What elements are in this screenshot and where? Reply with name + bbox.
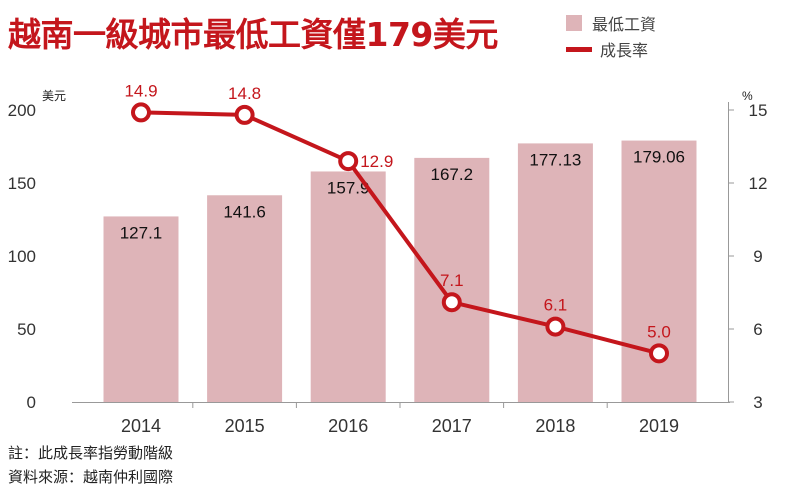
legend-growth-label: 成長率 — [600, 41, 649, 60]
growth-point-2014 — [131, 102, 151, 123]
right-tick-12: 12 — [749, 174, 768, 193]
left-axis-unit: 美元 — [42, 89, 66, 103]
legend-bar-swatch — [566, 15, 582, 31]
note-text: 註：此成長率指勞動階級 — [8, 444, 174, 462]
left-tick-100: 100 — [8, 247, 36, 266]
growth-label-2014: 14.9 — [124, 81, 157, 100]
right-tick-6: 6 — [753, 320, 762, 339]
growth-label-2019: 5.0 — [647, 322, 671, 341]
wage-bar-2018 — [517, 143, 593, 402]
x-tick-2016: 2016 — [328, 416, 368, 436]
right-tick-3: 3 — [753, 393, 762, 412]
x-tick-2014: 2014 — [121, 416, 161, 436]
wage-label-2019: 179.06 — [633, 148, 685, 167]
x-tick-2017: 2017 — [432, 416, 472, 436]
growth-point-2018 — [545, 316, 566, 337]
legend-item-growth: 成長率 — [566, 36, 656, 62]
wage-label-2017: 167.2 — [431, 165, 474, 184]
wage-bar-2017 — [414, 157, 490, 402]
x-tick-2015: 2015 — [225, 416, 265, 436]
wage-bar-2016 — [310, 171, 386, 402]
growth-line — [140, 110, 660, 356]
right-tick-9: 9 — [753, 247, 762, 266]
wage-bar-2015 — [207, 195, 283, 402]
growth-label-2015: 14.8 — [228, 84, 261, 103]
wage-label-2015: 141.6 — [223, 202, 266, 221]
left-tick-50: 50 — [17, 320, 36, 339]
right-tick-15: 15 — [749, 101, 768, 120]
legend-item-wage: 最低工資 — [566, 10, 656, 36]
growth-label-2017: 7.1 — [440, 271, 464, 290]
wage-label-2016: 157.9 — [327, 178, 370, 197]
wage-label-2014: 127.1 — [120, 223, 163, 242]
growth-point-2016 — [338, 151, 359, 172]
source-text: 資料來源：越南仲利國際 — [8, 468, 174, 486]
right-axis-unit: % — [742, 89, 753, 103]
growth-label-2018: 6.1 — [544, 296, 568, 315]
wage-bar-2014 — [103, 216, 179, 402]
growth-point-2017 — [441, 292, 462, 313]
x-tick-2018: 2018 — [535, 416, 575, 436]
legend-wage-label: 最低工資 — [592, 15, 657, 34]
legend: 最低工資 成長率 — [566, 10, 656, 62]
growth-label-2016: 12.9 — [360, 152, 393, 171]
growth-point-2015 — [234, 104, 255, 125]
x-tick-2019: 2019 — [639, 416, 679, 436]
legend-line-swatch — [566, 46, 592, 52]
wage-label-2018: 177.13 — [529, 150, 581, 169]
left-tick-0: 0 — [27, 393, 36, 412]
left-tick-150: 150 — [8, 174, 36, 193]
growth-point-2019 — [649, 343, 669, 364]
left-tick-200: 200 — [8, 101, 36, 120]
chart-title: 越南一級城市最低工資僅179美元 — [8, 15, 498, 54]
